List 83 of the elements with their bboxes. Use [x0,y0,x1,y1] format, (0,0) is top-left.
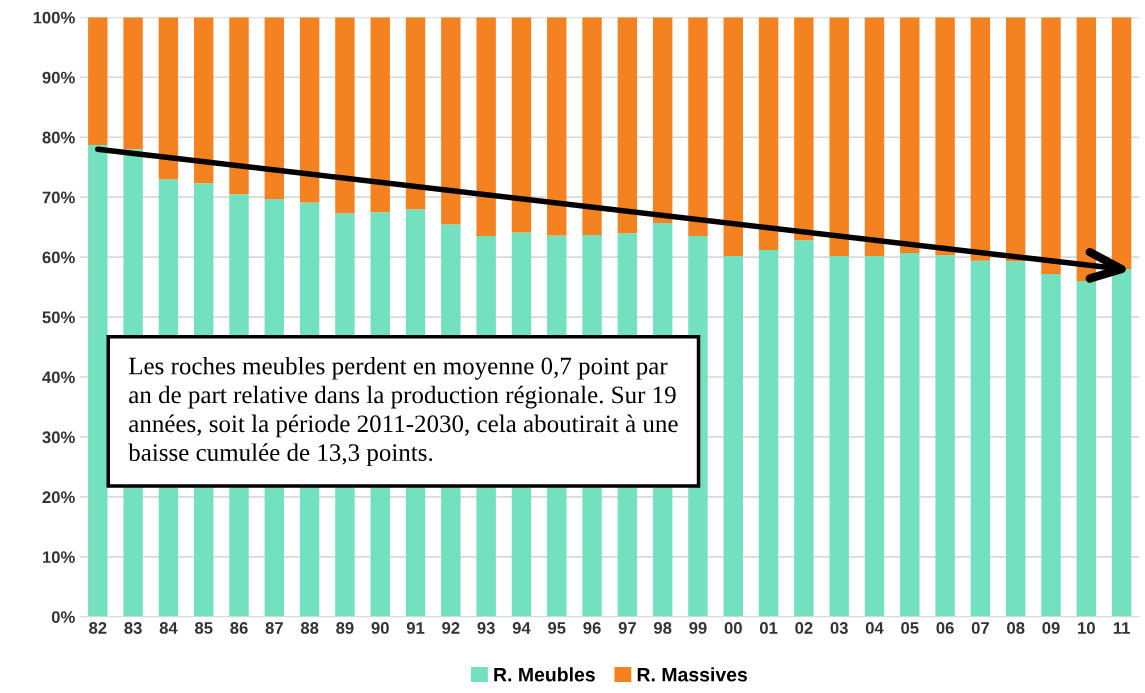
bar [88,145,108,617]
bar [723,17,743,256]
bar [335,17,355,214]
bar [829,255,849,617]
bar [264,17,285,199]
bar [723,255,743,617]
x-tick-label: 95 [548,622,566,634]
bar [617,17,638,234]
x-tick-label: 01 [759,622,778,634]
bar [758,249,779,617]
y-tick-label: 40% [42,371,75,384]
x-tick-label: 85 [194,622,213,634]
x-tick-label: 90 [371,622,389,634]
bar [1006,17,1026,262]
bar [652,17,673,223]
bar [935,255,955,617]
bar [476,17,496,237]
bar [935,17,955,256]
x-tick-label: 98 [653,622,672,634]
bar [794,240,814,617]
x-tick-label: 07 [971,622,989,634]
x-tick-label: 02 [795,622,813,634]
bar [688,17,708,237]
bar [582,17,602,235]
y-tick-label: 80% [42,131,75,144]
bar [1041,273,1061,617]
bar [794,17,814,241]
x-tick-label: 87 [265,622,283,634]
bar [1006,261,1026,617]
bar [970,260,991,617]
x-tick-label: 94 [512,622,531,634]
y-tick-label: 60% [42,251,75,264]
bar [829,17,849,256]
bar [194,17,214,184]
legend-label: R. Meubles [494,667,595,682]
bar [370,17,390,213]
bar [1041,17,1061,274]
bar [123,17,143,150]
x-tick-label: 99 [689,622,707,634]
x-tick-label: 04 [865,622,884,634]
bar [229,17,249,195]
x-tick-label: 86 [230,622,248,634]
bar [900,17,920,253]
x-tick-label: 91 [406,622,425,634]
x-tick-label: 11 [1113,622,1130,634]
y-tick-label: 30% [42,431,75,444]
x-tick-label: 00 [724,622,742,634]
x-tick-label: 05 [901,622,919,634]
x-tick-label: 89 [336,622,354,634]
y-tick-label: 20% [42,491,75,504]
y-tick-label: 100% [33,11,75,24]
x-tick-label: 97 [618,622,636,634]
x-tick-label: 03 [830,622,848,634]
bar [88,17,108,146]
x-tick-label: 82 [89,622,107,634]
bar [158,17,179,180]
bar [511,17,532,233]
bar [864,255,885,617]
y-tick-label: 50% [42,311,75,324]
x-tick-label: 96 [583,622,601,634]
annotation: Les roches meubles perdent en moyenne 0,7 point par an de part relative dans la production régionale. Sur 19 années, soit la période 2011-2030, cela aboutirait à une baisse cumulée de 13,3 points. [128,356,678,467]
bar [299,17,320,203]
bar [758,17,779,250]
x-tick-label: 88 [300,622,319,634]
x-tick-label: 08 [1007,622,1025,634]
bar [864,17,885,256]
y-tick-label: 0% [51,611,75,623]
y-tick-label: 10% [42,551,75,564]
legend-label: R. Massives [637,667,748,682]
bar [547,17,567,236]
x-tick-label: 93 [477,622,495,634]
x-tick-label: 10 [1078,622,1095,634]
bar [970,17,991,261]
x-tick-label: 83 [124,622,142,634]
y-tick-label: 70% [42,191,75,204]
x-tick-label: 09 [1042,622,1060,634]
x-tick-label: 92 [442,622,460,634]
x-tick-label: 06 [936,622,954,634]
bar [900,252,920,617]
x-tick-label: 84 [159,622,178,634]
bar [405,17,426,210]
bar [441,17,461,225]
y-tick-label: 90% [42,71,75,84]
